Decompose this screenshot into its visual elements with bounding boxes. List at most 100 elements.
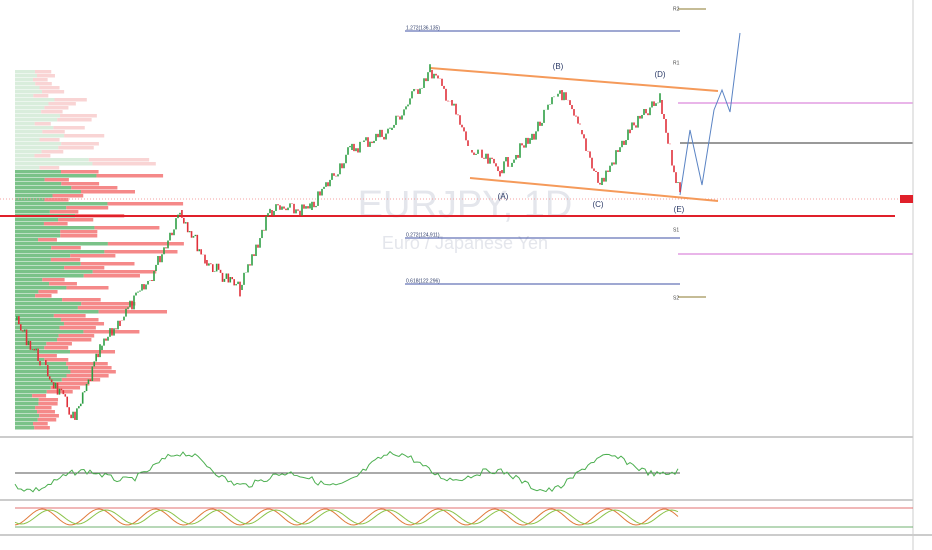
- profile-bar: [15, 202, 108, 206]
- profile-bar: [15, 78, 33, 82]
- fib-label: 0.272(124.911): [406, 232, 440, 238]
- profile-bar: [41, 110, 63, 114]
- profile-bar: [92, 270, 157, 274]
- profile-bar: [70, 370, 116, 374]
- profile-bar: [15, 134, 65, 138]
- profile-bar: [15, 382, 56, 386]
- profile-bar: [15, 306, 78, 310]
- profile-bar: [15, 354, 39, 358]
- profile-bar: [15, 226, 95, 230]
- profile-bar: [15, 130, 43, 134]
- profile-bar: [58, 218, 94, 222]
- profile-bar: [15, 90, 43, 94]
- profile-bar: [46, 342, 72, 346]
- profile-bar: [15, 414, 40, 418]
- profile-bar: [36, 74, 55, 78]
- pivot-label: S2: [673, 295, 679, 301]
- profile-bar: [15, 82, 36, 86]
- profile-bar: [55, 382, 90, 386]
- profile-bar: [15, 298, 63, 302]
- profile-bar: [50, 258, 81, 262]
- profile-bar: [39, 86, 60, 90]
- wave-label: (A): [498, 192, 509, 201]
- profile-bar: [15, 170, 61, 174]
- profile-bar: [62, 298, 101, 302]
- profile-bar: [36, 410, 55, 414]
- profile-bar: [80, 190, 135, 194]
- profile-bar: [15, 398, 39, 402]
- profile-bar: [15, 278, 43, 282]
- profile-bar: [15, 218, 59, 222]
- profile-bar: [15, 386, 51, 390]
- profile-bar: [15, 326, 60, 330]
- profile-bar: [98, 310, 168, 314]
- profile-bar: [15, 166, 40, 170]
- profile-bar: [15, 374, 67, 378]
- profile-bar: [15, 174, 97, 178]
- price-series: [16, 64, 681, 420]
- profile-bar: [15, 182, 62, 186]
- profile-bar: [88, 158, 150, 162]
- profile-bar: [15, 274, 84, 278]
- price-tag: [900, 195, 913, 203]
- profile-bar: [81, 302, 136, 306]
- profile-bar: [34, 70, 52, 74]
- profile-bar: [39, 138, 60, 142]
- profile-bar: [42, 130, 65, 134]
- profile-bar: [15, 370, 71, 374]
- profile-bar: [15, 210, 50, 214]
- profile-bar: [15, 118, 58, 122]
- profile-bar: [15, 142, 62, 146]
- profile-bar: [15, 86, 40, 90]
- profile-bar: [39, 166, 60, 170]
- profile-bar: [15, 98, 55, 102]
- profile-bar: [35, 406, 52, 410]
- profile-bar: [68, 366, 112, 370]
- profile-bar: [15, 222, 44, 226]
- profile-bar: [53, 314, 86, 318]
- profile-bar: [15, 290, 39, 294]
- profile-bar: [35, 294, 52, 298]
- profile-bar: [15, 126, 54, 130]
- profile-bar: [15, 422, 33, 426]
- profile-bar: [70, 254, 116, 258]
- profile-bar: [15, 246, 52, 250]
- pivot-label: R2: [673, 6, 680, 12]
- profile-bar: [34, 122, 51, 126]
- profile-bar: [42, 278, 65, 282]
- pivot-label: S1: [673, 227, 679, 233]
- profile-bar: [38, 238, 57, 242]
- profile-bar: [104, 250, 178, 254]
- channel-bottom: [469, 177, 719, 202]
- profile-bar: [15, 294, 36, 298]
- profile-bar: [53, 126, 85, 130]
- profile-bar: [44, 106, 69, 110]
- profile-bar: [71, 186, 118, 190]
- profile-bar: [38, 402, 58, 406]
- profile-bar: [15, 334, 59, 338]
- profile-bar: [33, 94, 49, 98]
- symbol-watermark: EURJPY, 1D: [358, 184, 573, 226]
- profile-bar: [94, 226, 160, 230]
- profile-bar: [43, 222, 68, 226]
- profile-bar: [63, 322, 105, 326]
- profile-bar: [57, 338, 92, 342]
- profile-bar: [15, 250, 105, 254]
- profile-bar: [15, 94, 34, 98]
- profile-bar: [92, 162, 156, 166]
- profile-bar: [60, 170, 99, 174]
- profile-bar: [64, 266, 105, 270]
- pivot-label: R1: [673, 60, 680, 66]
- profile-bar: [15, 70, 35, 74]
- profile-bar: [15, 350, 71, 354]
- wave-label: (E): [674, 205, 685, 214]
- profile-bar: [15, 318, 61, 322]
- profile-bar: [57, 118, 92, 122]
- profile-bar: [59, 326, 96, 330]
- profile-bar: [15, 114, 61, 118]
- profile-bar: [15, 158, 89, 162]
- profile-bar: [15, 266, 65, 270]
- channel-top: [429, 67, 719, 92]
- profile-bar: [34, 426, 50, 430]
